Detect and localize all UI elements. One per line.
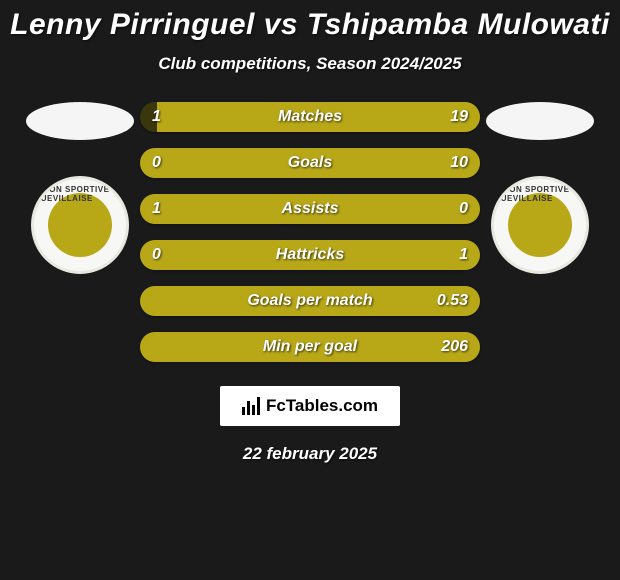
stat-row: 206 Min per goal xyxy=(140,332,480,362)
player-left-club-badge: UNION SPORTIVE QUEVILLAISE xyxy=(31,176,129,274)
player-left-photo xyxy=(26,102,134,140)
stat-row: 0 1 Hattricks xyxy=(140,240,480,270)
stat-label: Hattricks xyxy=(276,246,344,264)
stat-row: 1 19 Matches xyxy=(140,102,480,132)
comparison-body: UNION SPORTIVE QUEVILLAISE 119Matches010… xyxy=(0,94,620,362)
stat-value-right: 1 xyxy=(459,246,468,264)
bar-chart-icon xyxy=(242,397,260,415)
player-right-club-badge: UNION SPORTIVE QUEVILLAISE xyxy=(491,176,589,274)
player-right-column: UNION SPORTIVE QUEVILLAISE xyxy=(480,94,600,274)
footer-logo-text: FcTables.com xyxy=(266,396,378,416)
stat-label: Goals xyxy=(288,154,332,172)
stat-label: Matches xyxy=(278,108,342,126)
stat-row: 0 10 Goals xyxy=(140,148,480,178)
stat-label: Assists xyxy=(282,200,339,218)
club-left-text: UNION SPORTIVE QUEVILLAISE xyxy=(34,185,126,203)
player-left-column: UNION SPORTIVE QUEVILLAISE xyxy=(20,94,140,274)
page-title: Lenny Pirringuel vs Tshipamba Mulowati xyxy=(10,8,610,42)
stat-label: Goals per match xyxy=(247,292,372,310)
player-right-photo xyxy=(486,102,594,140)
footer-date: 22 february 2025 xyxy=(243,444,377,464)
footer-logo: FcTables.com xyxy=(220,386,400,426)
stat-label: Min per goal xyxy=(263,338,357,356)
page-subtitle: Club competitions, Season 2024/2025 xyxy=(158,54,461,74)
stat-row: 1 0 Assists xyxy=(140,194,480,224)
stat-value-right: 10 xyxy=(450,154,468,172)
stat-value-left: 1 xyxy=(152,108,161,126)
stat-value-right: 19 xyxy=(450,108,468,126)
stat-value-right: 206 xyxy=(441,338,468,356)
stat-value-left: 0 xyxy=(152,246,161,264)
stats-column: 119Matches010Goals10Assists01Hattricks0.… xyxy=(140,94,480,362)
club-right-text: UNION SPORTIVE QUEVILLAISE xyxy=(494,185,586,203)
stat-value-right: 0.53 xyxy=(437,292,468,310)
stat-value-left: 0 xyxy=(152,154,161,172)
stat-value-left: 1 xyxy=(152,200,161,218)
stat-value-right: 0 xyxy=(459,200,468,218)
stat-row: 0.53 Goals per match xyxy=(140,286,480,316)
